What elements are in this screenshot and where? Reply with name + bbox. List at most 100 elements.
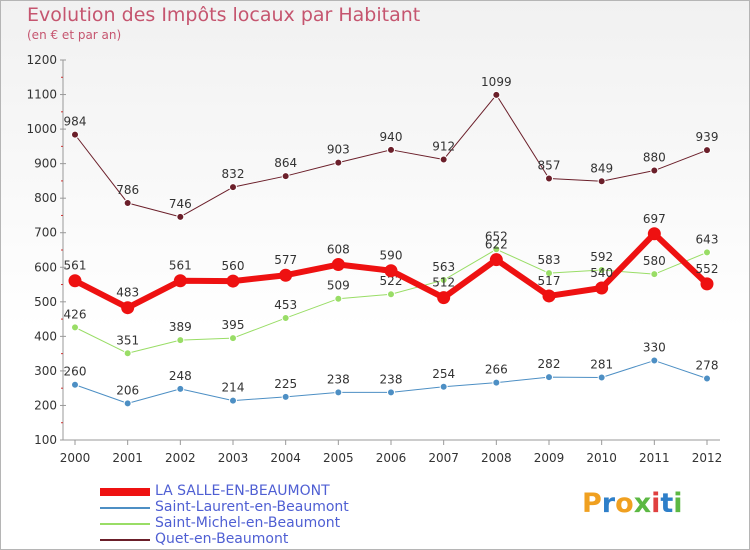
data-label: 561 [169, 259, 192, 273]
data-point [229, 396, 237, 405]
logo-letter: i [673, 488, 683, 519]
data-point [123, 399, 132, 408]
x-tick-label: 2002 [165, 451, 196, 465]
x-tick-label: 2001 [112, 451, 143, 465]
data-point [439, 382, 448, 391]
data-label: 912 [432, 139, 455, 153]
data-label: 577 [274, 253, 297, 267]
data-label: 351 [116, 333, 139, 347]
data-point [650, 270, 659, 279]
data-label: 563 [432, 260, 455, 274]
data-point [176, 212, 185, 221]
data-point [334, 294, 343, 303]
chart-subtitle: (en € et par an) [27, 28, 122, 42]
y-tick-label: 1000 [26, 122, 57, 136]
data-label: 540 [590, 266, 613, 280]
data-label: 622 [485, 238, 508, 252]
data-point [597, 373, 606, 382]
data-label: 238 [327, 372, 350, 386]
data-label: 583 [538, 253, 561, 267]
data-point [542, 289, 556, 303]
data-label: 453 [274, 298, 297, 312]
data-point [173, 274, 187, 288]
data-label: 426 [64, 307, 87, 321]
data-point [597, 177, 606, 186]
x-tick-label: 2005 [323, 451, 354, 465]
data-point [176, 384, 185, 393]
data-label: 697 [643, 212, 666, 226]
logo-letter: P [582, 488, 602, 519]
data-point [123, 349, 132, 358]
data-label: 225 [274, 377, 297, 391]
data-label: 561 [64, 259, 87, 273]
data-label: 483 [116, 286, 139, 300]
data-label: 552 [696, 262, 719, 276]
data-label: 832 [222, 167, 245, 181]
data-label: 509 [327, 279, 350, 293]
data-label: 522 [380, 274, 403, 288]
legend-label: Saint-Michel-en-Beaumont [155, 515, 341, 531]
data-point [492, 378, 501, 387]
x-tick-label: 2003 [218, 451, 249, 465]
data-label: 590 [380, 249, 403, 263]
y-tick-label: 200 [34, 398, 57, 412]
data-point [281, 392, 290, 401]
data-label: 214 [222, 381, 245, 395]
x-tick-label: 2012 [692, 451, 723, 465]
data-point [281, 172, 290, 181]
data-label: 939 [696, 130, 719, 144]
data-label: 389 [169, 320, 192, 334]
data-label: 248 [169, 369, 192, 383]
data-point [387, 388, 395, 397]
data-label: 260 [64, 365, 87, 379]
data-point [71, 380, 79, 389]
data-label: 880 [643, 151, 666, 165]
proxiti-logo: Proxiti [582, 488, 683, 519]
data-label: 512 [432, 276, 455, 290]
logo-letter: r [601, 488, 616, 519]
data-point [123, 199, 132, 208]
data-point [650, 166, 659, 175]
data-point [334, 388, 343, 397]
legend-swatch [100, 539, 150, 541]
data-label: 266 [485, 363, 508, 377]
x-tick-label: 2010 [586, 451, 617, 465]
data-label: 643 [696, 232, 719, 246]
x-tick-label: 2008 [481, 451, 512, 465]
logo-letter: i [651, 488, 661, 519]
data-point [597, 266, 606, 275]
data-label: 864 [274, 156, 297, 170]
x-tick-label: 2006 [376, 451, 407, 465]
data-point [121, 301, 135, 315]
data-label: 254 [432, 367, 455, 381]
data-point [703, 374, 711, 383]
logo-letter: o [615, 488, 634, 519]
data-label: 330 [643, 341, 666, 355]
data-point [545, 269, 553, 278]
data-point [647, 227, 661, 241]
data-label: 857 [538, 158, 561, 172]
data-label: 278 [696, 359, 719, 373]
data-label: 580 [643, 254, 666, 268]
data-label: 984 [64, 115, 87, 129]
data-point [492, 245, 501, 254]
y-tick-label: 500 [34, 295, 57, 309]
data-point [489, 253, 503, 267]
data-point [334, 158, 343, 167]
data-point [387, 145, 395, 154]
data-point [71, 130, 79, 139]
data-label: 238 [380, 372, 403, 386]
x-tick-label: 2009 [534, 451, 565, 465]
data-label: 206 [116, 383, 139, 397]
x-tick-label: 2000 [60, 451, 91, 465]
data-point [439, 155, 448, 164]
data-point [279, 268, 293, 282]
x-tick-label: 2007 [428, 451, 459, 465]
data-label: 282 [538, 357, 561, 371]
chart-title: Evolution des Impôts locaux par Habitant [27, 4, 421, 26]
data-point [226, 274, 240, 288]
data-point [229, 183, 237, 192]
data-label: 786 [116, 183, 139, 197]
